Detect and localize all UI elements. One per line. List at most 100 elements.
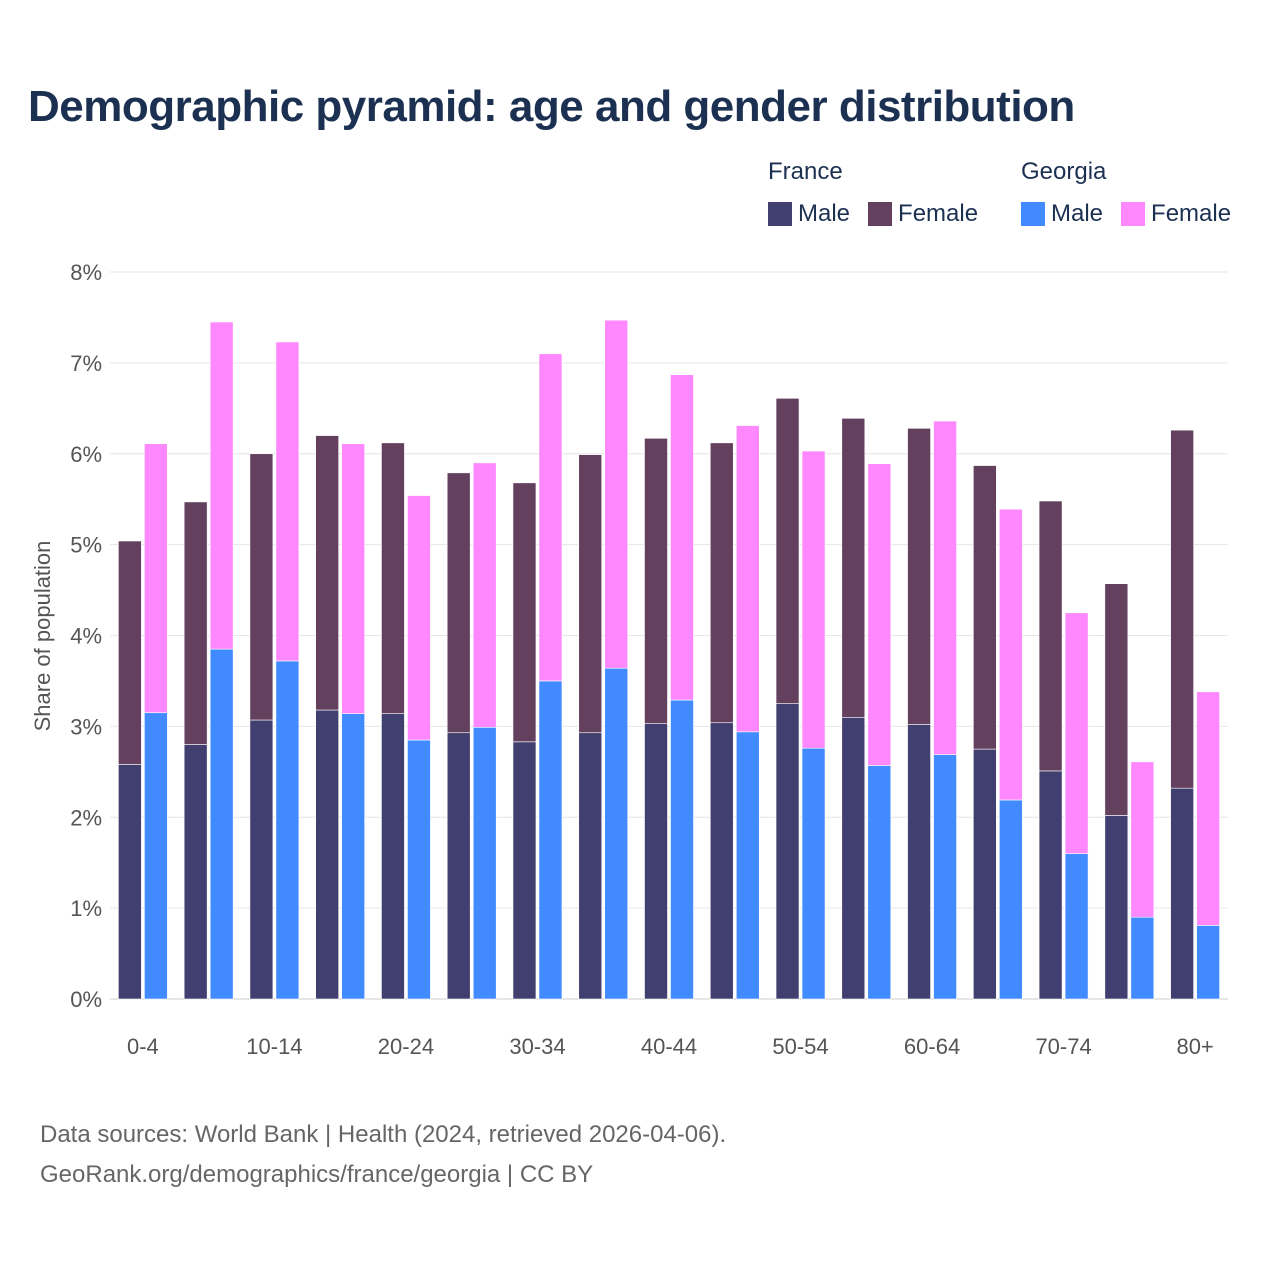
legend-label: Male — [798, 200, 851, 227]
bar-georgia-female-40-44 — [670, 374, 694, 701]
bar-france-female-55-59 — [841, 418, 866, 718]
y-tick-label: 7% — [70, 351, 102, 376]
bar-georgia-male-50-54 — [801, 747, 826, 1000]
bar-france-male-35-39 — [578, 732, 603, 1000]
legend-georgia-female: Female — [1121, 200, 1231, 228]
bar-georgia-male-80+ — [1196, 925, 1220, 1000]
x-tick-label: 20-24 — [378, 1034, 434, 1059]
y-tick-label: 5% — [70, 533, 102, 558]
legend-france: France Male Female — [768, 158, 978, 228]
bar-france-female-35-39 — [578, 454, 603, 734]
bar-france-male-0-4 — [118, 764, 142, 1000]
bar-france-female-50-54 — [775, 398, 800, 704]
x-tick-label: 40-44 — [641, 1034, 697, 1059]
bar-georgia-female-70-74 — [1064, 612, 1089, 854]
source-text: Data sources: World Bank | Health (2024,… — [40, 1121, 727, 1148]
bar-france-male-25-29 — [446, 732, 471, 1000]
bar-france-female-10-14 — [249, 453, 274, 721]
bar-georgia-female-15-19 — [341, 443, 365, 714]
x-tick-label: 10-14 — [246, 1034, 302, 1059]
bar-georgia-male-20-24 — [407, 739, 431, 1000]
x-tick-label: 70-74 — [1035, 1034, 1091, 1059]
bar-france-male-60-64 — [907, 724, 931, 1000]
bar-france-male-40-44 — [644, 723, 668, 1000]
bar-georgia-female-25-29 — [472, 462, 497, 728]
bar-georgia-female-75-79 — [1130, 761, 1155, 918]
x-tick-label: 60-64 — [904, 1034, 960, 1059]
bar-georgia-female-50-54 — [801, 450, 826, 749]
y-tick-label: 1% — [70, 896, 102, 921]
x-tick-label: 50-54 — [772, 1034, 828, 1059]
bar-georgia-female-55-59 — [867, 463, 892, 766]
bar-georgia-male-0-4 — [144, 712, 168, 1000]
y-axis-label: Share of population — [30, 541, 55, 732]
bar-georgia-male-10-14 — [275, 660, 300, 1000]
bar-france-male-30-34 — [512, 741, 537, 1000]
bar-france-female-25-29 — [446, 472, 471, 734]
bar-georgia-male-40-44 — [670, 699, 694, 1000]
y-tick-label: 8% — [70, 260, 102, 285]
bar-france-female-15-19 — [315, 435, 339, 711]
x-tick-label: 0-4 — [127, 1034, 159, 1059]
bar-georgia-male-55-59 — [867, 765, 892, 1000]
swatch — [1121, 202, 1146, 226]
bar-georgia-male-70-74 — [1064, 853, 1089, 1000]
bar-georgia-male-25-29 — [472, 726, 497, 1000]
legend-label: Female — [898, 200, 979, 227]
bar-georgia-female-45-49 — [735, 425, 760, 733]
bar-france-male-20-24 — [381, 713, 405, 1000]
legend-label: Male — [1051, 200, 1104, 227]
bar-france-male-50-54 — [775, 703, 800, 1000]
legend-group-label: France — [768, 158, 843, 185]
bar-france-male-45-49 — [709, 722, 734, 1000]
bar-france-female-80+ — [1170, 429, 1194, 789]
footer: Data sources: World Bank | Health (2024,… — [40, 1115, 726, 1195]
bar-france-male-15-19 — [315, 709, 339, 1000]
legend-label: Female — [1151, 200, 1232, 227]
bar-france-male-55-59 — [841, 716, 866, 1000]
bar-france-male-80+ — [1170, 787, 1194, 1000]
y-tick-label: 0% — [70, 987, 102, 1012]
x-tick-label: 30-34 — [509, 1034, 565, 1059]
bar-georgia-female-35-39 — [604, 319, 629, 669]
bar-georgia-male-30-34 — [538, 680, 563, 1000]
bar-georgia-female-60-64 — [933, 420, 957, 755]
bar-georgia-female-5-9 — [209, 321, 234, 650]
bar-france-female-75-79 — [1104, 583, 1129, 816]
bar-georgia-female-30-34 — [538, 353, 563, 682]
legend-group-label: Georgia — [1021, 158, 1107, 185]
swatch — [1021, 202, 1045, 226]
chart-title: Demographic pyramid: age and gender dist… — [28, 82, 1075, 131]
bar-georgia-female-10-14 — [275, 341, 300, 662]
bar-georgia-female-0-4 — [144, 443, 168, 714]
y-tick-label: 6% — [70, 442, 102, 467]
bar-france-female-60-64 — [907, 428, 931, 725]
bar-georgia-female-65-69 — [999, 508, 1023, 801]
bar-france-male-10-14 — [249, 719, 274, 1000]
bar-france-male-65-69 — [973, 748, 997, 1000]
y-tick-label: 3% — [70, 714, 102, 739]
legend-france-male: Male — [768, 200, 850, 228]
bar-france-male-75-79 — [1104, 815, 1129, 1000]
bar-france-female-30-34 — [512, 482, 537, 743]
bar-georgia-male-60-64 — [933, 754, 957, 1000]
bar-france-female-5-9 — [183, 501, 208, 745]
swatch — [768, 202, 792, 226]
bar-georgia-male-65-69 — [999, 799, 1023, 1000]
bar-france-female-70-74 — [1038, 500, 1063, 772]
bar-georgia-female-80+ — [1196, 691, 1220, 926]
swatch — [868, 202, 893, 226]
bar-georgia-male-75-79 — [1130, 916, 1155, 1000]
legend-georgia: Georgia Male Female — [1021, 158, 1231, 228]
bar-georgia-male-15-19 — [341, 713, 365, 1000]
bar-georgia-male-5-9 — [209, 648, 234, 1000]
bar-france-female-45-49 — [709, 442, 734, 724]
bar-georgia-male-45-49 — [735, 731, 760, 1000]
bar-france-female-20-24 — [381, 442, 405, 714]
legend-france-female: Female — [868, 200, 978, 228]
bar-france-male-5-9 — [183, 744, 208, 1000]
y-tick-label: 4% — [70, 624, 102, 649]
bar-france-male-70-74 — [1038, 770, 1063, 1000]
bar-georgia-male-35-39 — [604, 667, 629, 1000]
